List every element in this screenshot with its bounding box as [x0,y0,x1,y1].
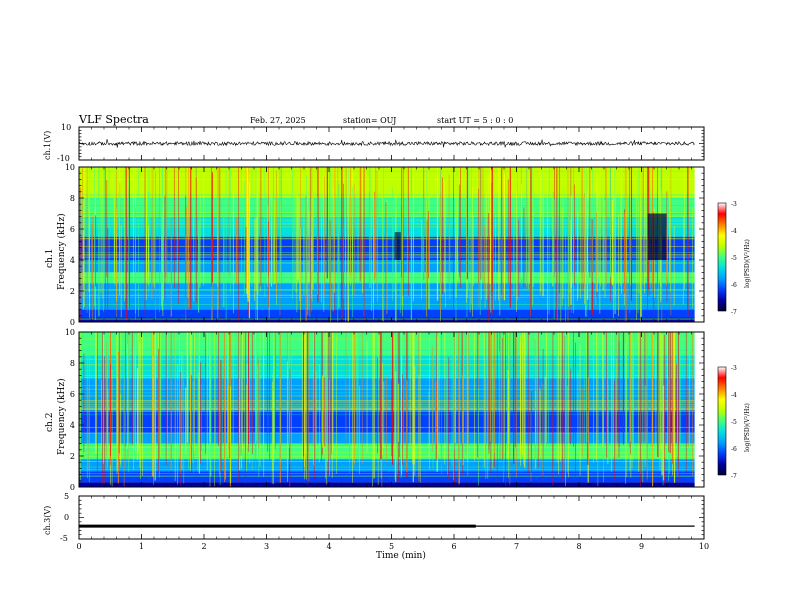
ch1-ylabel: ch.1(V) [43,131,52,160]
colorbar-tick-label: -7 [731,473,737,480]
ch2-spec-yticklabels: 0 2 4 6 8 10 [65,328,75,492]
x-tick-label: 3 [264,542,269,551]
ch3-ticks [78,495,705,540]
dark-patch [647,213,667,260]
y-tick-label: 6 [70,225,75,234]
y-tick-label: 10 [65,328,75,337]
colorbar-1-bar [717,202,727,312]
colorbar-2-bar [717,366,727,476]
colorbar-tick-label: -6 [731,446,737,453]
spectral-band [79,482,695,487]
y-tick-label: 2 [70,452,75,461]
x-axis-label: Time (min) [376,550,426,561]
dark-patch [394,232,401,260]
x-tick-label: 10 [699,542,709,551]
station-label: station= OUJ [343,116,396,125]
colorbar-2-ticklabels: -3 -4 -5 -6 -7 [731,365,737,480]
ch2-spectrogram [79,332,695,487]
y-tick-label: 10 [65,163,75,172]
y-tick-label: 0 [70,318,75,327]
figure-title: VLF Spectra [78,113,149,126]
y-tick-label: 2 [70,287,75,296]
ch1-trace [78,139,695,148]
x-tick-label: 9 [639,542,644,551]
y-tick-label: 8 [70,359,75,368]
start-time-label: start UT = 5 : 0 : 0 [437,116,513,125]
ch1-spectrogram-panel: ch.1 Frequency (kHz) 0 2 4 6 8 10 [45,163,705,327]
ch3-ylabel: ch.3(V) [43,506,52,535]
y-tick-label: 6 [70,390,75,399]
date-label: Feb. 27, 2025 [250,116,306,125]
ch1-ytick-bottom: -10 [57,154,70,163]
colorbar-1-ticklabels: -3 -4 -5 -6 -7 [731,201,737,316]
ch2-spec-ticks [78,331,705,488]
colorbar-1: -3 -4 -5 -6 -7 log(PSD)(V²/Hz) [717,201,751,316]
colorbar-tick-label: -7 [731,309,737,316]
x-tick-label: 2 [201,542,206,551]
x-tick-label: 1 [139,542,144,551]
y-tick-label: 4 [70,256,75,265]
y-tick-label: 0 [70,483,75,492]
x-tick-label: 5 [389,542,394,551]
x-tick-label: 4 [326,542,331,551]
ch3-ytick-mid: 0 [64,513,69,522]
colorbar-2: -3 -4 -5 -6 -7 log(PSD)(V²/Hz) [717,365,751,480]
y-tick-label: 4 [70,421,75,430]
colorbar-tick-label: -5 [731,419,737,426]
x-tick-label: 6 [451,542,456,551]
ch2-spec-ylabel: Frequency (kHz) [56,378,67,455]
ch1-ytick-top: 10 [61,123,71,132]
ch3-frame [78,495,705,540]
ch3-ytick-top: 5 [64,492,69,501]
ch1-spec-yticklabels: 0 2 4 6 8 10 [65,163,75,327]
spectral-band [79,167,695,198]
ch1-waveform-panel: 10 -10 ch.1(V) [43,123,705,163]
ch1-spectrogram [79,167,695,322]
colorbar-tick-label: -6 [731,282,737,289]
ch1-ticks [78,126,705,161]
ch2-spec-ylabel-ch: ch.2 [45,413,55,432]
ch1-spec-ticks [78,166,705,323]
colorbar-tick-label: -4 [731,228,737,235]
colorbar-1-label: log(PSD)(V²/Hz) [744,239,751,288]
colorbar-tick-label: -3 [731,365,737,372]
x-tick-label: 8 [576,542,581,551]
x-tick-labels: 0 1 2 3 4 5 6 7 8 9 10 [76,542,709,551]
ch3-panel: 5 0 -5 ch.3(V) 0 1 2 3 4 5 6 7 8 9 10 Time (min) [43,492,709,561]
colorbar-tick-label: -5 [731,255,737,262]
spectral-band [79,471,695,483]
ch2-spectrogram-panel: ch.2 Frequency (kHz) 0 2 4 6 8 10 [45,328,705,492]
ch1-spec-ylabel: Frequency (kHz) [56,213,67,290]
spectral-band [79,459,695,472]
ch1-spec-ylabel-ch: ch.1 [45,249,55,268]
y-tick-label: 8 [70,194,75,203]
colorbar-tick-label: -3 [731,201,737,208]
ch3-ytick-bottom: -5 [60,534,68,543]
x-tick-label: 0 [76,542,81,551]
x-tick-label: 7 [514,542,519,551]
colorbar-tick-label: -4 [731,392,737,399]
colorbar-2-label: log(PSD)(V²/Hz) [744,403,751,452]
